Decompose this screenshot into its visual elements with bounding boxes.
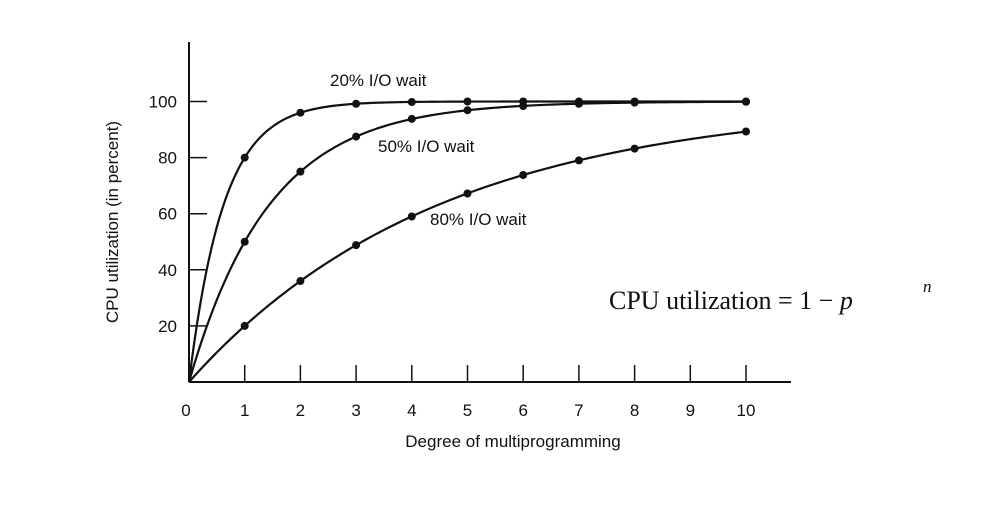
formula-text: CPU utilization = 1 −: [609, 286, 840, 315]
series-label-80: 80% I/O wait: [430, 210, 527, 229]
y-axis-title: CPU utilization (in percent): [103, 121, 122, 323]
y-tick-label: 100: [149, 93, 177, 112]
y-tick-label: 20: [158, 317, 177, 336]
data-point: [296, 277, 305, 286]
data-point: [574, 99, 583, 108]
data-point: [463, 106, 472, 115]
data-point: [630, 144, 639, 153]
data-point: [519, 101, 528, 110]
x-tick-label: 2: [296, 401, 305, 420]
data-point: [463, 97, 472, 106]
formula-exponent: n: [923, 277, 932, 296]
data-point: [407, 114, 416, 123]
x-tick-label: 1: [240, 401, 249, 420]
x-tick-label: 6: [518, 401, 527, 420]
data-point: [407, 98, 416, 107]
data-point: [296, 108, 305, 117]
x-tick-label: 4: [407, 401, 416, 420]
series-label-50: 50% I/O wait: [378, 137, 475, 156]
x-axis-title: Degree of multiprogramming: [405, 432, 620, 451]
data-point: [742, 97, 750, 106]
data-point: [296, 167, 305, 176]
data-point: [352, 99, 361, 108]
series-label-20: 20% I/O wait: [330, 71, 427, 90]
data-point: [352, 241, 361, 250]
data-point: [742, 127, 750, 136]
data-point: [240, 153, 249, 162]
x-tick-group: 0 1 2 3 4 5 6 7 8 9 10: [181, 365, 755, 420]
x-tick-label: 9: [686, 401, 695, 420]
data-point: [240, 321, 249, 330]
data-point: [519, 170, 528, 179]
data-point: [630, 98, 639, 107]
y-tick-group: 20 40 60 80 100: [149, 93, 207, 336]
data-point: [407, 212, 416, 221]
x-tick-label: 8: [630, 401, 639, 420]
x-tick-label: 3: [351, 401, 360, 420]
x-tick-label: 10: [737, 401, 756, 420]
data-point: [463, 189, 472, 198]
data-point: [240, 237, 249, 246]
formula-annotation: CPU utilization = 1 − p: [609, 286, 853, 315]
data-point: [574, 156, 583, 165]
y-tick-label: 80: [158, 149, 177, 168]
x-tick-label: 5: [463, 401, 472, 420]
series-point-group: [240, 97, 750, 330]
y-tick-label: 40: [158, 261, 177, 280]
formula-variable: p: [838, 286, 853, 315]
y-tick-label: 60: [158, 205, 177, 224]
series-line-2: [188, 130, 747, 383]
x-tick-label: 0: [181, 401, 190, 420]
x-tick-label: 7: [574, 401, 583, 420]
data-point: [352, 132, 361, 141]
